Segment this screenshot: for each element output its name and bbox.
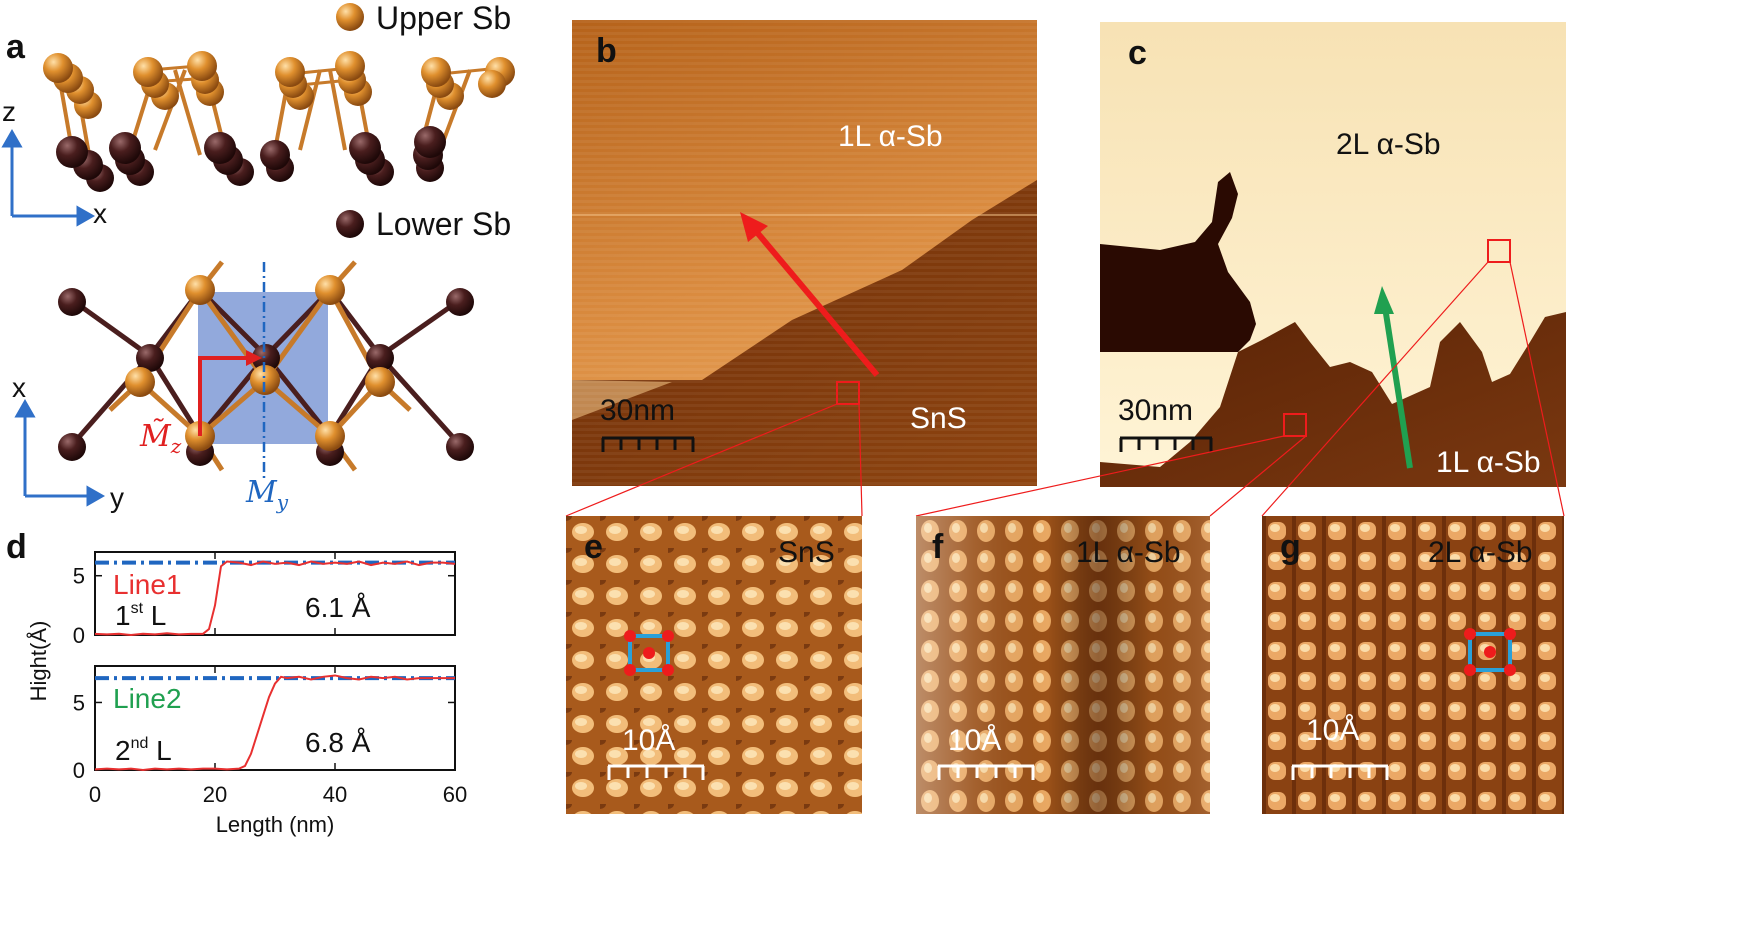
panel-e-label: e <box>584 528 603 566</box>
panel-b-label: b <box>596 32 617 70</box>
y-tick-label-1-5: 5 <box>73 564 85 589</box>
series-label-line1: Line1 <box>113 569 182 600</box>
panel-b-scale-label: 30nm <box>600 394 676 427</box>
panel-e-scalebar <box>607 764 705 780</box>
panel-c-zoom-box-1l <box>1283 413 1307 437</box>
panel-g-scalebar <box>1291 764 1389 780</box>
panel-a-structure <box>1 3 515 507</box>
panel-b-region-bottom: SnS <box>910 402 967 435</box>
y-tick-label-2-0: 0 <box>73 758 85 783</box>
panel-f-scale-label: 10Å <box>948 724 1002 757</box>
panel-b-profile-arrow <box>752 228 880 377</box>
panel-d-label: d <box>6 528 27 566</box>
panel-c-region-top: 2L α-Sb <box>1336 128 1441 161</box>
y-axis-label: Hight(Å) <box>26 621 51 702</box>
panel-c-label: c <box>1128 34 1147 72</box>
panel-c-zoom-box-2l <box>1487 239 1511 263</box>
panel-f-scalebar <box>937 764 1035 780</box>
legend-upper-atom <box>336 3 364 31</box>
legend-upper-label: Upper Sb <box>376 0 512 36</box>
layer-label-2: 2nd L <box>115 735 172 766</box>
x-tick-label-20: 20 <box>203 782 227 807</box>
panel-f-label: f <box>932 528 944 566</box>
panel-e-unit-cell <box>624 630 674 676</box>
symbol-mz: M̃z <box>140 419 182 458</box>
step-label-1: 6.1 Å <box>305 592 371 623</box>
x-axis-label: Length (nm) <box>216 812 335 837</box>
panel-c-region-bottom: 1L α-Sb <box>1436 446 1541 479</box>
glide-arrow <box>198 356 248 436</box>
panel-e-scale-label: 10Å <box>622 724 676 757</box>
panel-g-title: 2L α-Sb <box>1428 536 1533 569</box>
panel-f-stm-image <box>916 516 1210 814</box>
x-tick-label-60: 60 <box>443 782 467 807</box>
panel-g-unit-cell <box>1464 628 1516 676</box>
axis-x1-label: x <box>93 198 107 229</box>
panel-a-label: a <box>6 28 25 66</box>
axis-x2-label: x <box>12 372 26 403</box>
axis-y-label: y <box>110 482 124 513</box>
panel-c-stm-image <box>1100 22 1566 487</box>
profile-line2 <box>94 674 455 772</box>
legend-lower-label: Lower Sb <box>376 206 512 242</box>
panel-g-scale-label: 10Å <box>1306 714 1360 747</box>
panel-g-label: g <box>1280 528 1301 566</box>
plot-frame-1 <box>94 551 456 636</box>
x-tick-label-0: 0 <box>89 782 101 807</box>
panel-c-scale-label: 30nm <box>1118 394 1194 427</box>
profile-line1 <box>94 560 456 637</box>
panel-b-zoom-box <box>836 381 860 405</box>
axis-z-label: z <box>2 96 16 127</box>
symbol-my: My <box>246 475 289 514</box>
panel-f-title: 1L α-Sb <box>1076 536 1181 569</box>
y-tick-label-2-5: 5 <box>73 690 85 715</box>
layer-label-1: 1st L <box>115 600 166 631</box>
panel-b-stm-image <box>572 20 1037 486</box>
panel-c-profile-arrow <box>1382 306 1413 469</box>
panel-g-stm-image <box>1262 516 1564 814</box>
y-tick-label-1-0: 0 <box>73 623 85 648</box>
panel-b-region-top: 1L α-Sb <box>838 120 943 153</box>
panel-e-title: SnS <box>778 536 835 569</box>
x-tick-label-40: 40 <box>323 782 347 807</box>
panel-c-scalebar <box>1119 436 1213 452</box>
panel-b-scalebar <box>601 436 695 452</box>
step-label-2: 6.8 Å <box>305 727 371 758</box>
series-label-line2: Line2 <box>113 683 182 714</box>
panel-e-stm-image <box>566 516 862 814</box>
plot-frame-2 <box>94 665 456 771</box>
legend-lower-atom <box>336 210 364 238</box>
